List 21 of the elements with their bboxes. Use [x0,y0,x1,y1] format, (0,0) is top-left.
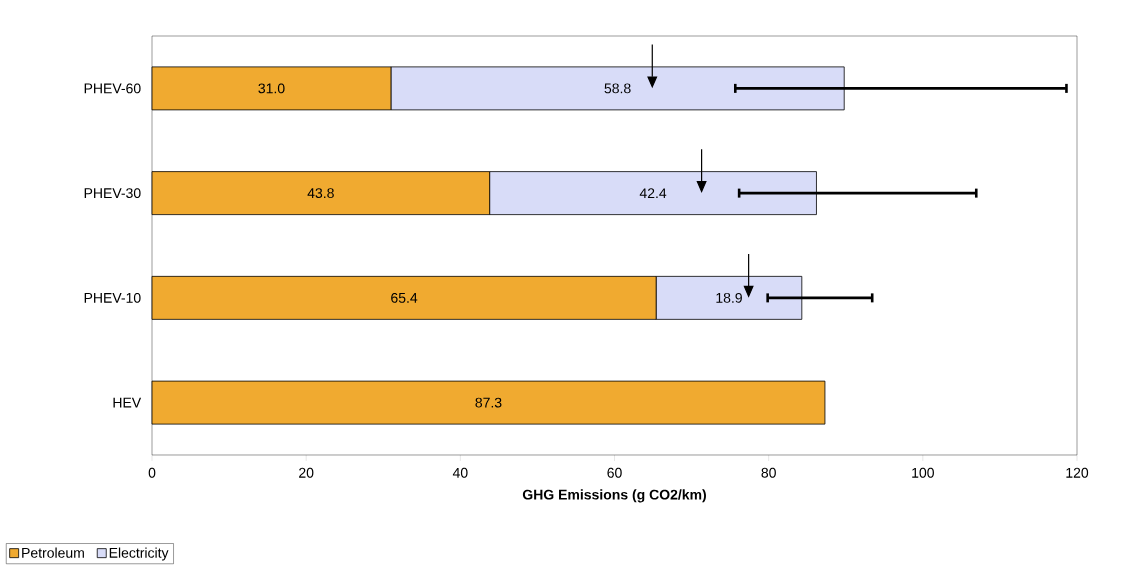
x-axis-title: GHG Emissions (g CO2/km) [522,489,706,503]
y-tick-label: PHEV-60 [84,83,141,94]
x-tick-label: 60 [607,467,622,478]
x-tick-label: 80 [761,467,776,478]
y-tick-label: PHEV-10 [84,292,141,303]
x-tick-label: 120 [1066,467,1089,478]
x-tick-label: 20 [299,467,314,478]
legend-label: Petroleum [22,547,84,558]
data-label: 58.8 [604,83,631,94]
data-label: 87.3 [475,397,502,408]
data-label: 18.9 [716,292,742,303]
x-tick-label: 40 [452,467,468,478]
data-label: 65.4 [391,292,418,303]
x-tick-label: 0 [148,467,156,478]
x-tick-label: 100 [912,467,934,478]
data-label: 31.0 [258,83,285,94]
data-label: 43.8 [307,188,334,199]
y-tick-label: PHEV-30 [84,188,141,199]
y-tick-label: HEV [113,397,142,408]
data-label: 42.4 [639,188,667,199]
legend-label: Electricity [109,547,169,561]
